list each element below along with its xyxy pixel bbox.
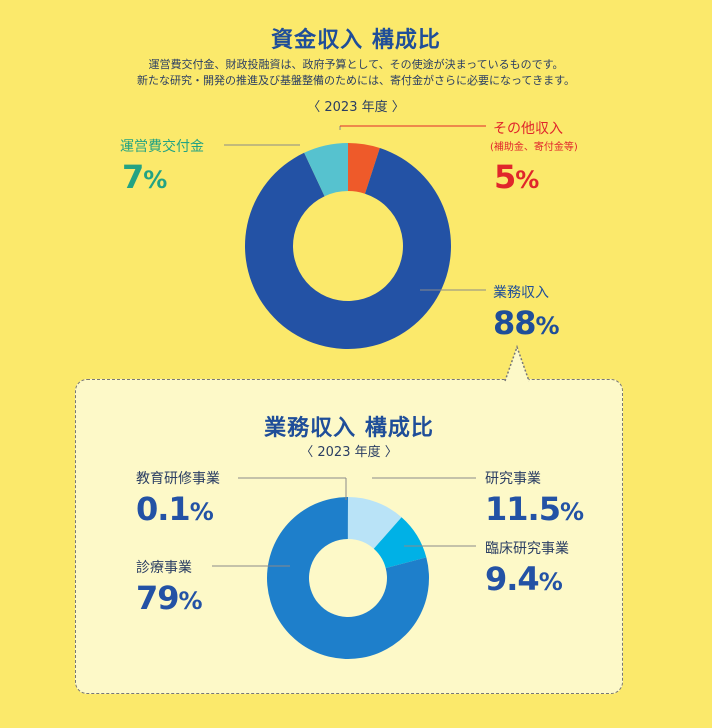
donut-top-slice-2 [348, 143, 380, 194]
callout-notch [504, 344, 530, 382]
education-label: 教育研修事業 [136, 471, 220, 487]
panel-year-label: 〈 2023 年度 〉 [300, 445, 398, 460]
other-percent: 5% [494, 158, 539, 196]
business-label: 業務収入 [493, 285, 549, 301]
other-sublabel: (補助金、寄付金等) [490, 142, 578, 153]
donut-bottom-slice-2 [266, 497, 429, 659]
callout-notch-cover [507, 378, 527, 383]
research-percent: 11.5% [485, 490, 584, 528]
grant-label: 運営費交付金 [120, 139, 204, 155]
clinical-research-label: 臨床研究事業 [485, 541, 569, 557]
research-label: 研究事業 [485, 471, 541, 487]
clinical-research-percent: 9.4% [485, 560, 563, 598]
business-percent: 88% [493, 304, 560, 342]
donut-bottom-slice-1 [373, 517, 427, 569]
donut-top-slice-1 [304, 143, 348, 197]
grant-percent: 7% [122, 158, 167, 196]
description-line-2: 新たな研究・開発の推進及び基盤整備のためには、寄付金がさらに必要になってきます。 [136, 74, 576, 87]
chart-title: 資金収入 構成比 [271, 28, 441, 53]
donut-bottom-slice-3 [347, 497, 348, 540]
donut-top-slice-0 [244, 148, 451, 349]
panel-title: 業務収入 構成比 [264, 416, 434, 441]
donut-top [244, 143, 451, 349]
donut-bottom-slice-0 [348, 497, 402, 549]
other-label: その他収入 [493, 121, 563, 137]
donut-bottom [266, 497, 429, 659]
medical-label: 診療事業 [136, 560, 192, 576]
description-line-1: 運営費交付金、財政投融資は、政府予算として、その使途が決まっているものです。 [148, 58, 564, 71]
year-label: 〈 2023 年度 〉 [307, 100, 405, 115]
education-percent: 0.1% [136, 490, 214, 528]
medical-percent: 79% [136, 579, 203, 617]
